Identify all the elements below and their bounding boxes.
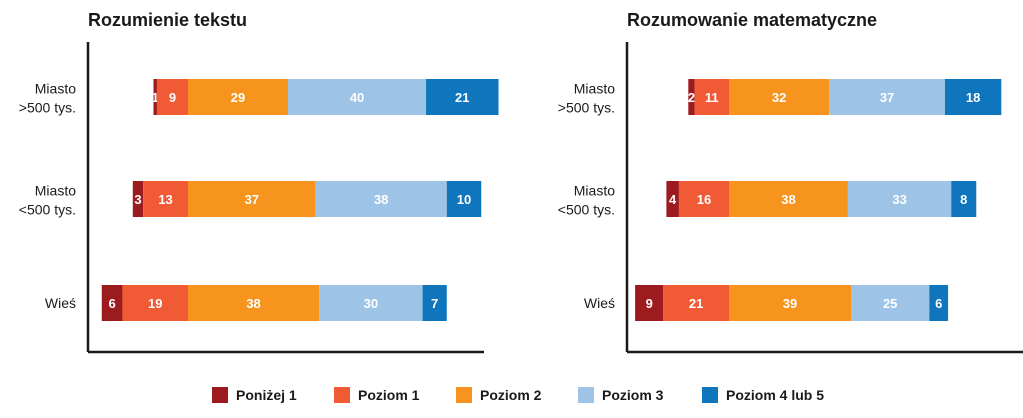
data-label: 4 [669,192,677,207]
legend-label: Poziom 1 [358,387,420,403]
bar-segment [288,79,427,115]
bar-segment [132,181,144,217]
bar-segment [951,181,977,217]
data-label: 38 [246,296,260,311]
data-label: 7 [431,296,438,311]
data-label: 1 [152,90,159,105]
bar-segment [663,285,729,321]
data-label: 10 [457,192,471,207]
category-label: Miasto <500 tys. [19,183,76,218]
bar-segment [446,181,482,217]
bar-segment [729,79,830,115]
data-label: 19 [148,296,162,311]
bar-segment [188,79,289,115]
bar-segment [122,285,188,321]
bar-segment [426,79,499,115]
bar-segment [847,181,952,217]
chart-panel-2: Rozumowanie matematyczne Miasto >500 tys. 2… [558,10,1023,354]
data-label: 39 [783,296,797,311]
category-label: Miasto >500 tys. [19,81,76,116]
chart-title: Rozumowanie matematyczne [627,10,877,30]
bar-segment [944,79,1002,115]
category-label: Miasto <500 tys. [558,183,615,218]
legend-label: Poziom 4 lub 5 [726,387,824,403]
data-label: 29 [231,90,245,105]
bar-segment [143,181,188,217]
data-label: 18 [966,90,980,105]
bar-segment [829,79,945,115]
legend-swatch [578,387,594,403]
data-label: 38 [781,192,795,207]
legend-swatch [456,387,472,403]
bar-segment [101,285,123,321]
bar-segment [315,181,447,217]
chart-panel-1: Rozumienie tekstu Miasto >500 tys. 1 9 29 40 21… [19,10,499,354]
legend-swatch [702,387,718,403]
bar-segment [635,285,664,321]
data-label: 37 [880,90,894,105]
bar-segment [678,181,729,217]
data-label: 8 [960,192,967,207]
chart-title: Rozumienie tekstu [88,10,247,30]
bar-segment [851,285,930,321]
legend-label: Poniżej 1 [236,387,297,403]
legend-swatch [212,387,228,403]
bar-segment [153,79,157,115]
data-label: 6 [108,296,115,311]
legend-label: Poziom 3 [602,387,664,403]
category-label: Wieś [45,295,76,311]
bar-segment [422,285,447,321]
bar-segment [729,285,852,321]
data-label: 25 [883,296,897,311]
data-label: 30 [364,296,378,311]
data-label: 16 [697,192,711,207]
data-label: 33 [892,192,906,207]
bar-segment [666,181,679,217]
data-label: 40 [350,90,364,105]
data-label: 37 [245,192,259,207]
legend-swatch [334,387,350,403]
data-label: 6 [935,296,942,311]
bar-segment [929,285,949,321]
category-label: Miasto >500 tys. [558,81,615,116]
bar-segment [188,181,316,217]
data-label: 13 [158,192,172,207]
data-label: 2 [688,90,695,105]
bar-segment [688,79,695,115]
data-label: 32 [772,90,786,105]
bar-segment [694,79,729,115]
bar-segment [188,285,320,321]
category-label: Wieś [584,295,615,311]
bar-segment [729,181,848,217]
data-label: 21 [689,296,703,311]
data-label: 21 [455,90,469,105]
legend-label: Poziom 2 [480,387,542,403]
data-label: 11 [705,90,719,105]
data-label: 3 [134,192,141,207]
bar-segment [156,79,188,115]
legend: Poniżej 1 Poziom 1 Poziom 2 Poziom 3 Poziom … [212,387,824,403]
data-label: 38 [374,192,388,207]
bar-segment [319,285,423,321]
data-label: 9 [646,296,653,311]
data-label: 9 [169,90,176,105]
